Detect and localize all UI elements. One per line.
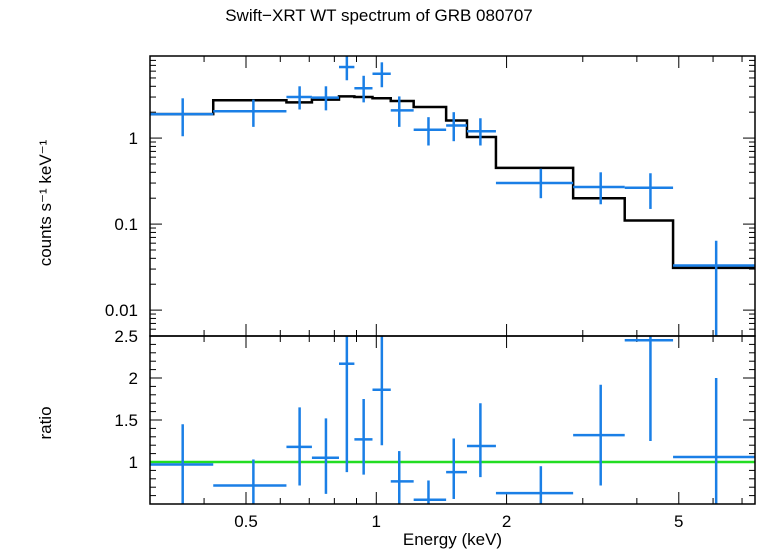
spectrum-data-point [413, 117, 447, 146]
ratio-data-point [311, 418, 339, 494]
spectrum-data-point [446, 112, 467, 142]
x-tick-label: 2 [502, 512, 511, 531]
bottom-panel-frame [149, 335, 756, 505]
ratio-data-point [213, 459, 287, 504]
spectrum-data-point [624, 173, 674, 209]
top-panel-ticks [149, 55, 755, 337]
spectrum-data-point [150, 98, 214, 137]
spectrum-data-point [495, 168, 574, 199]
spectrum-data-point [338, 56, 355, 81]
spectrum-data-point [286, 86, 312, 110]
spectrum-data-point [213, 99, 287, 127]
y-tick-label: 2 [129, 369, 138, 388]
x-tick-label: 0.5 [234, 512, 258, 531]
spectrum-data-point [372, 62, 391, 88]
model-step-path [150, 95, 755, 270]
y-tick-label: 2.5 [114, 327, 138, 346]
x-axis-label: Energy (keV) [402, 530, 503, 549]
ratio-data-point [446, 438, 467, 499]
top-panel-frame [149, 55, 756, 337]
bottom-y-axis-label: ratio [36, 406, 55, 440]
x-tick-label: 5 [674, 512, 683, 531]
plot-frames [149, 55, 756, 505]
spectrum-data-point [573, 172, 625, 205]
model-step-line [150, 95, 755, 270]
y-tick-label: 1 [129, 129, 138, 148]
y-tick-label: 0.1 [114, 215, 138, 234]
ratio-data-point [354, 399, 373, 475]
spectrum-data-points [150, 56, 755, 336]
ratio-data-points [150, 336, 755, 504]
ratio-data-point [338, 336, 355, 473]
ratio-data-point [372, 336, 391, 446]
ratio-data-point [495, 466, 574, 504]
ratio-data-point [150, 424, 214, 504]
y-tick-label: 1.5 [114, 411, 138, 430]
ratio-data-point [413, 480, 447, 504]
ratio-data-point [466, 403, 496, 478]
ratio-data-point [286, 407, 312, 486]
chart-title: Swift−XRT WT spectrum of GRB 080707 [225, 6, 533, 25]
top-y-axis-label: counts s⁻¹ keV⁻¹ [36, 139, 55, 267]
spectrum-data-point [354, 75, 373, 103]
spectrum-data-point [673, 240, 755, 336]
y-tick-label: 1 [129, 453, 138, 472]
ratio-data-point [624, 336, 674, 441]
tick-labels: 0.01 0.1 1 1 1.5 2 2.5 0.5 1 2 5 [105, 129, 684, 531]
x-tick-label: 1 [372, 512, 381, 531]
ratio-data-point [573, 384, 625, 486]
ratio-data-point [390, 451, 414, 504]
spectrum-data-point [390, 96, 414, 127]
spectrum-data-point [466, 118, 496, 146]
y-tick-label: 0.01 [105, 301, 138, 320]
spectrum-data-point [311, 86, 339, 111]
ratio-data-point [673, 378, 755, 504]
